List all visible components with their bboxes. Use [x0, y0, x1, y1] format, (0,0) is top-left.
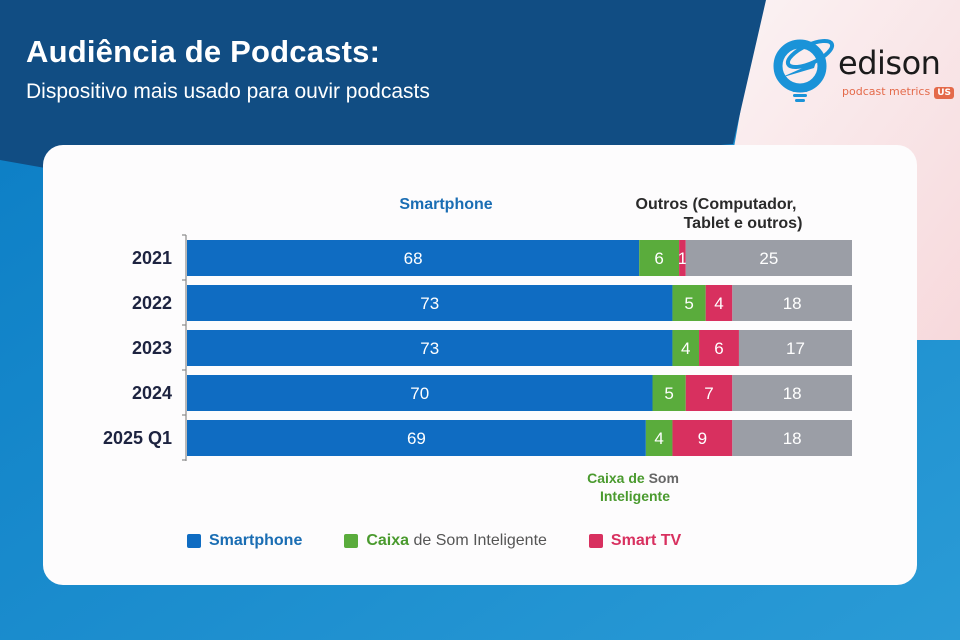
- legend-swatch-smart-speaker: [344, 534, 359, 548]
- data-label-smart-speaker: 6: [654, 249, 663, 268]
- data-label-smartphone: 73: [420, 339, 439, 358]
- y-tick-label: 2023: [132, 338, 172, 358]
- bar-segment-smartphone: [187, 420, 646, 456]
- bar-segment-smart-tv: [672, 420, 733, 456]
- data-label-smart-tv: 9: [698, 429, 707, 448]
- bar-segment-smart-speaker: [672, 330, 700, 366]
- bar-segment-other: [732, 375, 852, 411]
- edison-logo: edison podcast metrics US: [770, 32, 955, 112]
- data-label-other: 18: [783, 294, 802, 313]
- title-band: [0, 0, 766, 190]
- y-tick-label: 2022: [132, 293, 172, 313]
- bar-segment-smartphone: [187, 240, 640, 276]
- data-label-smart-tv: 4: [714, 294, 723, 313]
- legend-label-smart-speaker: Caixa de Som Inteligente: [366, 532, 547, 550]
- logo-tagline: podcast metrics US: [842, 85, 954, 99]
- data-label-other: 18: [783, 384, 802, 403]
- data-label-other: 25: [759, 249, 778, 268]
- legend-swatch-smart-tv: [588, 534, 603, 548]
- bar-segment-smart-speaker: [645, 420, 673, 456]
- data-label-smartphone: 73: [420, 294, 439, 313]
- legend-item-smart-speaker: Caixa de Som Inteligente: [344, 532, 547, 550]
- data-label-smart-speaker: 5: [684, 294, 693, 313]
- legend-item-smart-tv: Smart TV: [588, 532, 682, 550]
- data-label-smart-speaker: 4: [654, 429, 663, 448]
- data-label-other: 17: [786, 339, 805, 358]
- legend-item-smartphone: Smartphone: [187, 532, 302, 550]
- annotation-caixa-line1: Caixa de Som: [587, 470, 679, 486]
- data-label-smartphone: 68: [404, 249, 423, 268]
- page-subtitle: Dispositivo mais usado para ouvir podcas…: [26, 80, 430, 103]
- legend-label-smart-speaker-rest: de Som Inteligente: [413, 532, 547, 549]
- page-title: Audiência de Podcasts:: [26, 34, 381, 69]
- y-tick-label: 2025 Q1: [103, 428, 172, 448]
- bar-segment-smartphone: [187, 330, 673, 366]
- logo-wordmark: edison: [838, 44, 941, 82]
- data-label-smartphone: 70: [410, 384, 429, 403]
- logo-us-badge: US: [934, 87, 954, 99]
- legend-label-smart-speaker-highlight: Caixa: [366, 532, 410, 549]
- bar-segment-other: [685, 240, 852, 276]
- bar-segment-smart-tv: [685, 375, 733, 411]
- logo-tagline-text: podcast metrics: [842, 85, 931, 98]
- legend-label-smart-tv: Smart TV: [610, 532, 682, 549]
- annotation-caixa-line2: Inteligente: [600, 488, 670, 504]
- data-label-smart-speaker: 5: [664, 384, 673, 403]
- data-label-other: 18: [783, 429, 802, 448]
- annotation-caixa-part2: Som: [649, 470, 679, 486]
- lightbulb-orbit-icon: [773, 38, 835, 102]
- y-axis: 2021 2022 2023 2024 2025 Q1: [103, 234, 187, 461]
- annotation-outros-line1: Outros (Computador,: [636, 196, 797, 213]
- bar-segment-smart-tv: [699, 330, 739, 366]
- y-tick-label: 2024: [132, 383, 172, 403]
- data-label-smart-tv: 7: [704, 384, 713, 403]
- header: Audiência de Podcasts: Dispositivo mais …: [26, 34, 430, 105]
- annotation-caixa-part1: Caixa de: [587, 470, 645, 486]
- bar-segment-smart-speaker: [672, 285, 706, 321]
- data-label-smart-tv: 1: [678, 249, 687, 268]
- legend-label-smartphone: Smartphone: [209, 532, 303, 549]
- bar-segment-other: [738, 330, 852, 366]
- data-label-smart-speaker: 4: [681, 339, 690, 358]
- bar-segment-smart-speaker: [652, 375, 686, 411]
- data-label-smart-tv: 6: [714, 339, 723, 358]
- legend: Smartphone Caixa de Som Inteligente Smar…: [187, 532, 681, 550]
- annotation-outros-line2: Tablet e outros): [684, 215, 803, 232]
- bar-segment-smart-tv: [705, 285, 733, 321]
- y-tick-label: 2021: [132, 248, 172, 268]
- bar-segment-smart-tv: [679, 240, 686, 276]
- bar-segment-other: [732, 285, 852, 321]
- bar-segment-smartphone: [187, 285, 673, 321]
- annotation-smartphone: Smartphone: [399, 196, 492, 213]
- bar-segment-smartphone: [187, 375, 653, 411]
- data-label-smartphone: 69: [407, 429, 426, 448]
- legend-swatch-smartphone: [187, 534, 201, 548]
- bar-segment-other: [732, 420, 852, 456]
- bar-segment-smart-speaker: [639, 240, 680, 276]
